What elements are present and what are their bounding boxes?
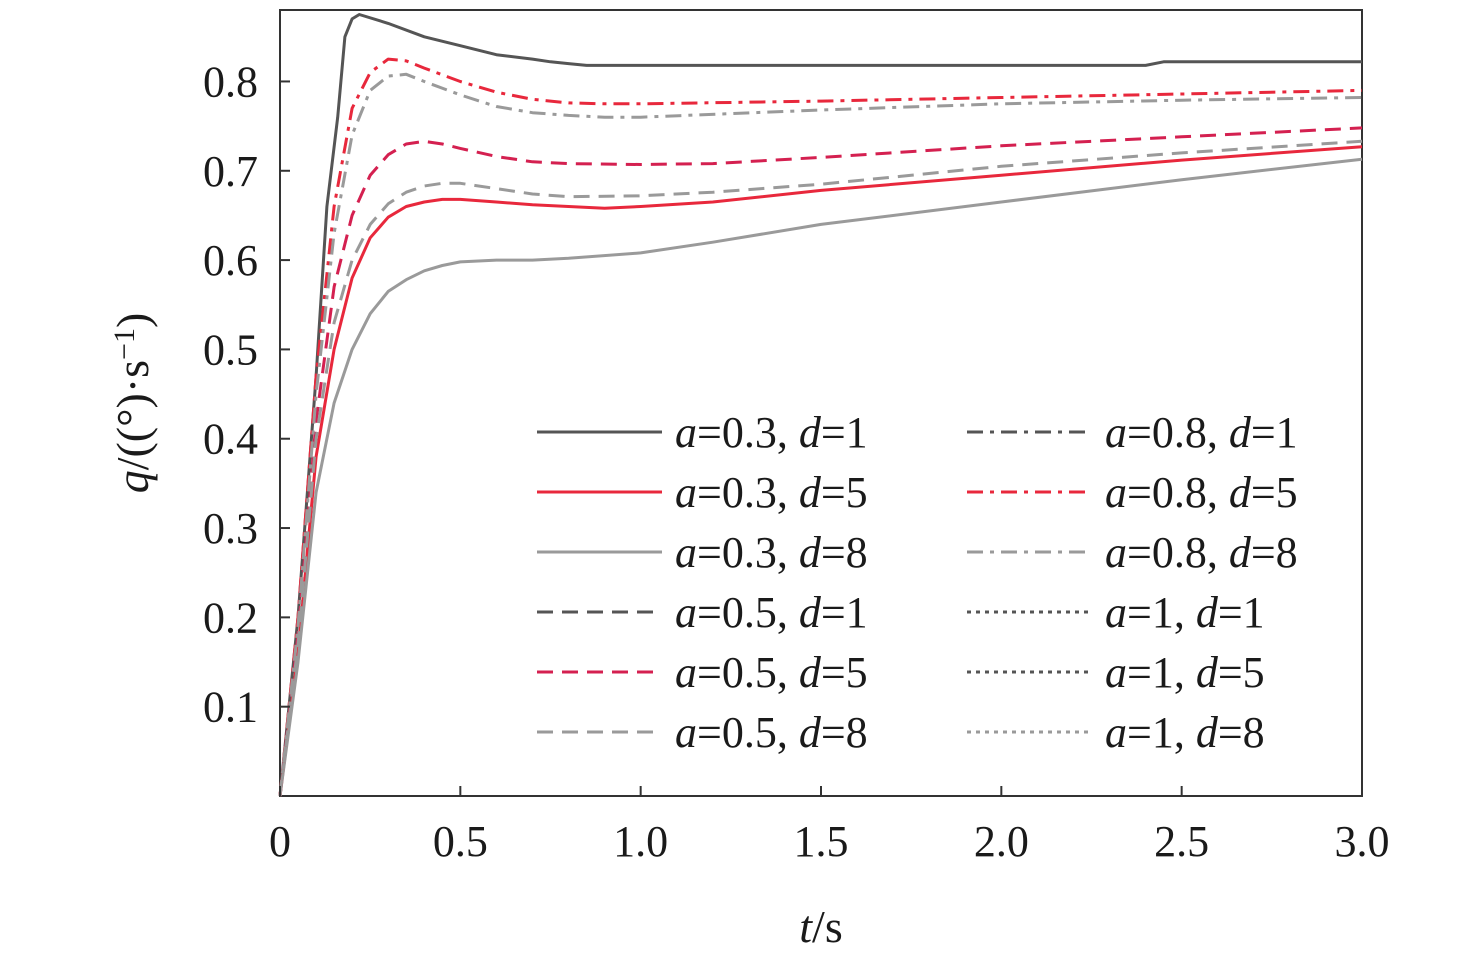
y-axis-unit: /((°)·s (107, 360, 158, 470)
legend-label-a-0-8-d-8: a=0.8, d=8 (1105, 528, 1298, 577)
legend-label-a-1-d-8: a=1, d=8 (1105, 708, 1265, 757)
x-tick-label: 3.0 (1335, 817, 1390, 866)
y-axis-unit-exponent: −1 (108, 328, 141, 360)
series-layer (278, 13, 1363, 797)
series-line-a-0-3-d-5 (278, 145, 1363, 797)
legend-label-a-0-5-d-8: a=0.5, d=8 (675, 708, 868, 757)
legend: a=0.3, d=1 a=0.3, d=5 a=0.3, d=8 a=0.5, d=1… (537, 408, 1298, 757)
legend-label-a-0-5-d-1: a=0.5, d=1 (675, 588, 868, 637)
y-tick-label: 0.7 (203, 147, 258, 196)
y-axis-variable: q (107, 470, 158, 493)
tick-layer: 0 0.5 1.0 1.5 2.0 2.5 3.0 0.1 0.2 0.3 0.4 0.5 0.6 0.7… (203, 57, 1390, 866)
legend-label-a-1-d-5: a=1, d=5 (1105, 648, 1265, 697)
x-axis-variable: t (799, 901, 813, 952)
x-tick-label: 2.5 (1154, 817, 1209, 866)
y-axis-unit-close: ) (107, 313, 158, 328)
x-tick-label: 0.5 (433, 817, 488, 866)
y-tick-label: 0.8 (203, 57, 258, 106)
y-tick-label: 0.1 (203, 683, 258, 732)
y-tick-label: 0.3 (203, 504, 258, 553)
x-axis-unit: /s (812, 901, 843, 952)
legend-label-a-1-d-1: a=1, d=1 (1105, 588, 1265, 637)
y-tick-label: 0.5 (203, 325, 258, 374)
y-tick-label: 0.4 (203, 415, 258, 464)
x-tick-label: 2.0 (974, 817, 1029, 866)
x-tick-label: 1.0 (613, 817, 668, 866)
legend-label-a-0-3-d-1: a=0.3, d=1 (675, 408, 868, 457)
series-line-a-0-5-d-8 (278, 139, 1363, 797)
legend-label-a-0-8-d-1: a=0.8, d=1 (1105, 408, 1298, 457)
x-tick-label: 0 (269, 817, 291, 866)
x-tick-label: 1.5 (794, 817, 849, 866)
y-tick-label: 0.2 (203, 593, 258, 642)
y-axis-title: q/((°)·s−1) (107, 313, 158, 494)
series-line-a-0-3-d-1 (278, 13, 1362, 797)
legend-label-a-0-8-d-5: a=0.8, d=5 (1105, 468, 1298, 517)
series-line-a-0-5-d-5 (278, 126, 1363, 797)
series-line-a-0-3-d-8 (278, 157, 1363, 797)
series-line-a-0-8-d-5 (278, 57, 1363, 797)
legend-label-a-0-3-d-8: a=0.3, d=8 (675, 528, 868, 577)
legend-label-a-0-5-d-5: a=0.5, d=5 (675, 648, 868, 697)
y-tick-label: 0.6 (203, 236, 258, 285)
x-axis-title: t/s (799, 901, 842, 952)
legend-label-a-0-3-d-5: a=0.3, d=5 (675, 468, 868, 517)
